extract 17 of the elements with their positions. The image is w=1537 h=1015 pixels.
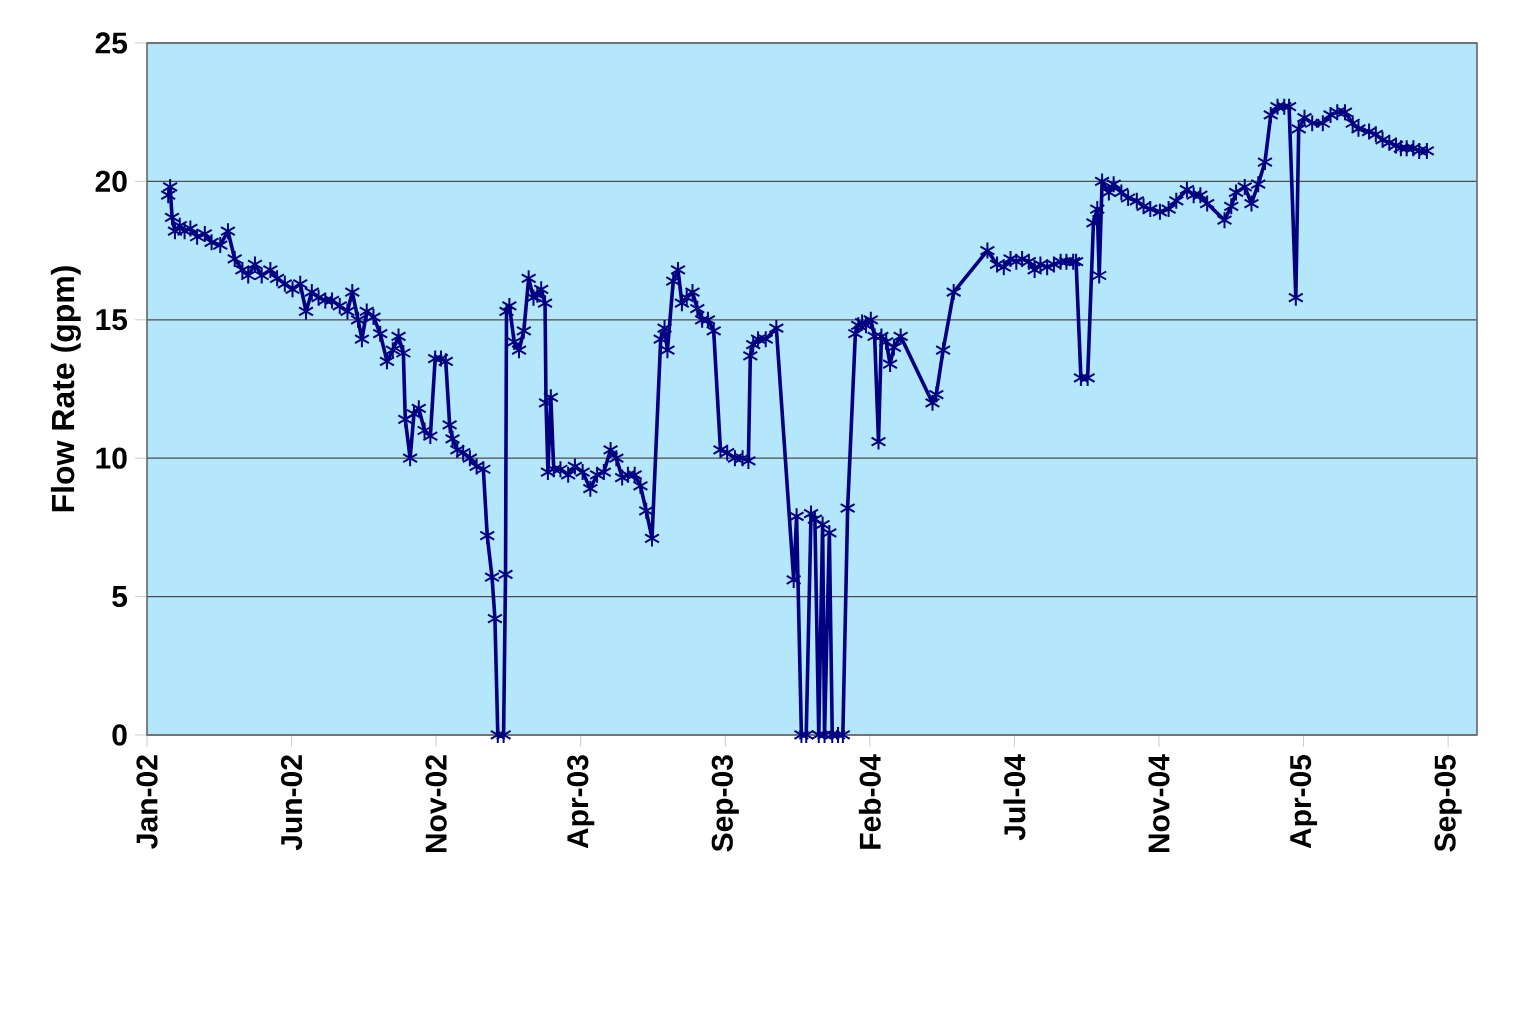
y-tick-label: 10 xyxy=(96,447,127,469)
y-axis-title: Flow Rate (gpm) xyxy=(50,266,81,512)
x-tick-label: Nov-02 xyxy=(425,755,447,853)
x-tick-label: Apr-03 xyxy=(567,755,595,849)
y-tick-label: 0 xyxy=(112,724,127,746)
x-tick-label: Jan-02 xyxy=(136,755,158,849)
y-tick-label: 5 xyxy=(112,586,128,608)
x-tick-label: Sep-03 xyxy=(711,755,739,852)
y-tick-label: 25 xyxy=(95,32,128,54)
x-tick-label: Apr-05 xyxy=(1289,754,1318,849)
x-tick-label: Feb-04 xyxy=(858,754,881,849)
x-tick-label: Jul-04 xyxy=(1003,754,1026,841)
x-tick-label: Jun-02 xyxy=(280,755,303,851)
x-tick-label: Sep-05 xyxy=(1434,754,1462,852)
x-tick-label: Nov-04 xyxy=(1148,754,1170,853)
y-tick-label: 15 xyxy=(96,309,128,331)
y-tick-label: 20 xyxy=(95,170,127,192)
